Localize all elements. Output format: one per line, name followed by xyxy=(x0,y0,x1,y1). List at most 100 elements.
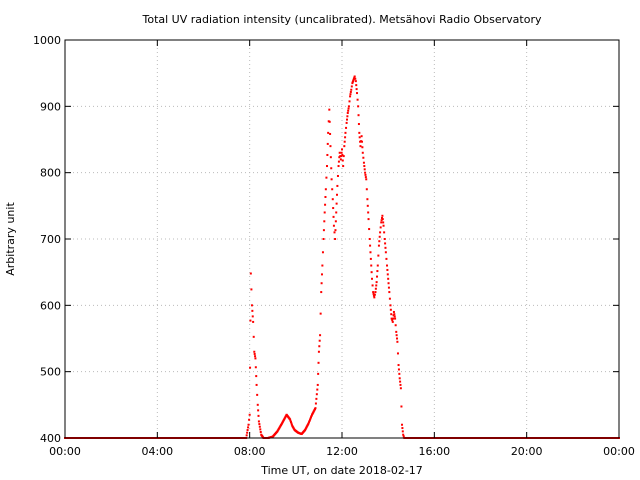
data-point xyxy=(334,220,337,223)
data-point xyxy=(362,161,365,164)
data-point xyxy=(375,281,378,284)
data-point xyxy=(290,422,293,425)
data-point xyxy=(324,195,327,198)
data-point xyxy=(250,288,253,291)
data-point xyxy=(309,418,312,421)
data-point xyxy=(399,387,402,390)
data-point xyxy=(379,231,382,234)
data-point xyxy=(396,340,399,343)
data-point xyxy=(322,238,325,240)
data-point xyxy=(395,334,398,337)
data-point xyxy=(391,319,394,322)
data-point xyxy=(390,313,393,316)
data-point xyxy=(401,423,404,426)
data-point xyxy=(366,204,369,207)
x-tick-label: 16:00 xyxy=(418,445,450,458)
data-point xyxy=(350,88,353,91)
data-point xyxy=(325,176,328,179)
data-point xyxy=(328,108,331,111)
data-point xyxy=(355,84,358,87)
data-point xyxy=(381,214,384,217)
data-point xyxy=(318,339,321,342)
data-point xyxy=(317,350,320,353)
data-point xyxy=(364,171,367,174)
data-point xyxy=(372,292,375,295)
data-point xyxy=(386,268,389,271)
data-point xyxy=(367,211,370,214)
x-tick-label: 00:00 xyxy=(49,445,81,458)
data-point xyxy=(379,226,382,229)
data-point xyxy=(253,350,256,353)
data-point xyxy=(329,145,332,148)
data-point xyxy=(290,423,293,426)
data-point xyxy=(375,284,378,287)
data-point xyxy=(330,167,333,170)
data-point xyxy=(255,375,258,378)
data-point xyxy=(369,244,372,247)
data-point xyxy=(308,419,311,422)
y-tick-label: 500 xyxy=(40,366,61,379)
data-point xyxy=(361,146,364,149)
data-point xyxy=(341,159,344,162)
data-point xyxy=(361,140,364,143)
data-point xyxy=(388,297,391,300)
data-point xyxy=(352,79,355,82)
data-point xyxy=(370,271,373,274)
data-point xyxy=(396,352,399,355)
data-point xyxy=(369,251,372,254)
data-point xyxy=(347,107,350,110)
x-tick-label: 20:00 xyxy=(511,445,543,458)
data-point xyxy=(368,238,371,240)
data-point xyxy=(316,388,319,391)
axis-ticks: 00:00 04:00 08:00 12:00 16:00 20:00 00:0040050… xyxy=(33,34,635,458)
data-point xyxy=(381,218,384,221)
data-point xyxy=(374,287,377,290)
data-point xyxy=(317,372,320,375)
data-point xyxy=(339,158,342,161)
data-point xyxy=(257,409,260,412)
data-point xyxy=(315,393,318,396)
data-point xyxy=(330,178,333,181)
data-point xyxy=(342,155,345,158)
data-point xyxy=(400,405,403,408)
data-point xyxy=(363,168,366,171)
data-point xyxy=(338,156,341,159)
data-point xyxy=(289,418,292,421)
data-point xyxy=(259,428,262,431)
data-point xyxy=(346,118,349,121)
data-point xyxy=(249,272,252,275)
data-point xyxy=(394,324,397,327)
data-point xyxy=(373,293,376,296)
data-point xyxy=(371,284,374,287)
data-point xyxy=(348,100,351,103)
data-point xyxy=(391,320,394,323)
data-point xyxy=(320,291,323,294)
y-tick-label: 1000 xyxy=(33,34,61,47)
data-point xyxy=(398,372,401,375)
data-point xyxy=(335,193,338,196)
data-point xyxy=(289,419,292,422)
data-point xyxy=(349,95,352,98)
data-point xyxy=(251,315,254,318)
data-point xyxy=(401,427,404,430)
data-point xyxy=(328,120,331,123)
data-point xyxy=(347,105,350,108)
data-point xyxy=(357,105,360,108)
data-point xyxy=(245,434,248,437)
data-point xyxy=(385,257,388,260)
data-point xyxy=(257,420,260,423)
data-point xyxy=(380,219,383,222)
data-point xyxy=(378,240,381,243)
data-point xyxy=(335,211,338,214)
data-point xyxy=(250,304,253,307)
data-point xyxy=(320,273,323,276)
data-point xyxy=(367,218,370,221)
data-point xyxy=(382,224,385,227)
data-point xyxy=(383,238,386,240)
data-point xyxy=(353,75,356,78)
data-point xyxy=(337,160,340,163)
data-point xyxy=(349,93,352,96)
data-point xyxy=(334,229,337,232)
data-point xyxy=(373,296,376,299)
data-point xyxy=(315,397,318,400)
